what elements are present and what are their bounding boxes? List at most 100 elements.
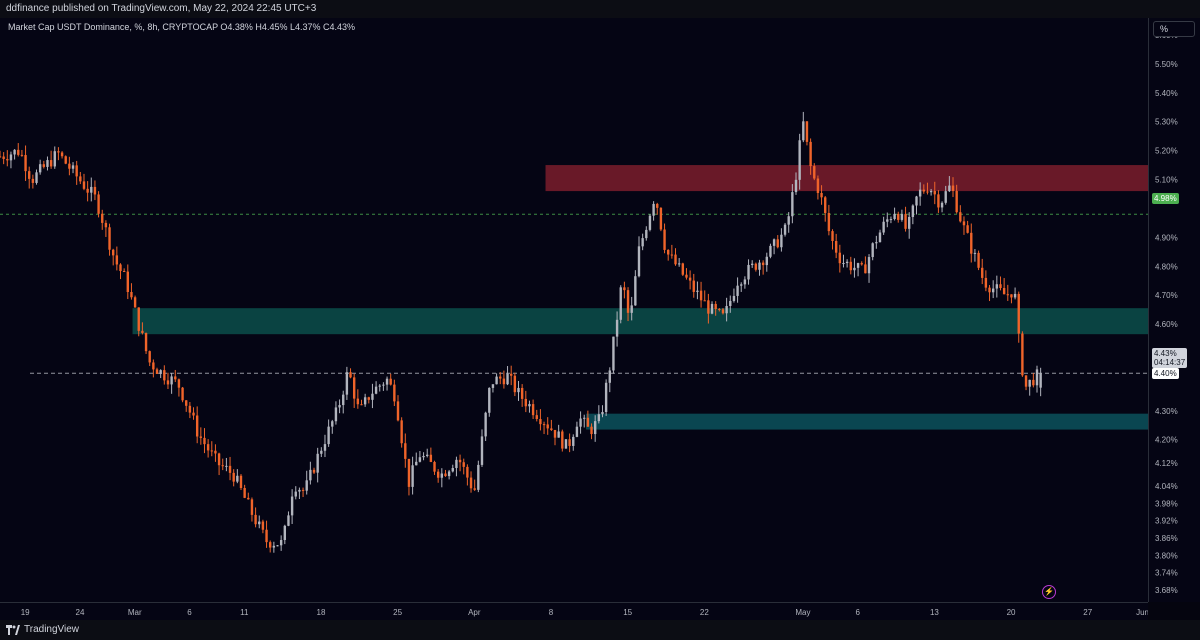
candle [75,160,78,185]
time-tick-label: 25 [393,608,402,617]
candle [550,419,553,431]
candle [991,280,995,299]
candle [849,256,852,275]
candle [820,185,823,205]
candle [1028,379,1031,396]
candle [272,541,276,553]
candle [750,260,754,268]
lower-support-zone[interactable] [586,413,1148,430]
support-zone[interactable] [132,308,1148,335]
candle [612,336,615,374]
symbol-legend[interactable]: Market Cap USDT Dominance, %, 8h, CRYPTO… [8,22,355,32]
candle [907,212,911,239]
candle [360,399,363,406]
candle [1035,365,1039,393]
candle [71,162,75,174]
candle [528,400,531,413]
time-tick-label: 13 [930,608,939,617]
candlestick-chart[interactable] [0,18,1148,602]
candle [217,452,221,476]
candle [553,429,557,446]
candle [707,293,710,324]
candle [312,467,316,475]
candle [342,390,345,414]
candle [155,367,159,374]
candle [597,405,601,424]
candle [944,185,947,205]
candle [0,150,2,158]
candle [188,401,192,419]
candle [623,281,626,299]
candle [42,160,46,169]
candle [57,147,60,161]
candle [305,470,308,495]
candle [393,379,396,407]
candle [670,244,674,259]
resistance-zone[interactable] [545,165,1148,192]
candle [568,433,571,453]
candle [572,434,575,451]
price-tick-label: 4.80% [1155,262,1178,271]
candle [816,175,820,200]
candle [897,211,900,223]
candle [17,143,20,157]
candle [929,188,933,196]
candle [915,195,918,215]
candle [130,283,133,300]
candle [24,145,27,181]
candle [488,387,491,417]
candle [338,399,341,414]
candle [82,173,86,191]
candle [396,395,400,422]
candle [480,429,484,467]
chart-area[interactable] [0,18,1148,602]
candle [535,409,538,422]
candle [199,427,203,445]
candle [374,381,378,395]
candle [747,259,750,285]
candle [977,250,980,271]
candle [904,206,907,232]
candle [174,369,177,383]
time-tick-label: 22 [700,608,709,617]
candle [2,152,5,165]
candle [962,216,966,235]
candle [345,366,349,400]
candle [813,163,816,181]
candle [864,256,867,274]
candle [619,285,622,324]
candle [141,322,144,335]
candle [228,456,232,481]
candle [400,417,403,448]
candle [853,258,856,278]
time-axis[interactable]: 19 24 Mar 6 11 18 25 Apr 8 15 22 May 6 13 20 27 Jun [0,602,1149,621]
candle [232,469,235,487]
price-tick-label: 3.80% [1155,551,1178,560]
candle [447,469,451,480]
flash-icon[interactable]: ⚡ [1042,585,1056,599]
candle [674,248,677,266]
candle [831,229,834,250]
price-tick-label: 4.70% [1155,291,1178,300]
candle [882,216,885,235]
candle [791,184,794,224]
candle [287,511,290,527]
price-tick-label: 4.60% [1155,320,1178,329]
candle [331,419,334,434]
candle [64,155,67,165]
time-tick-label: Mar [128,608,142,617]
price-unit-button[interactable]: % [1153,21,1195,37]
candle [900,209,904,222]
candle [283,524,287,545]
price-tick-label: 5.30% [1155,118,1178,127]
candle [780,228,783,252]
candle [579,411,582,434]
current-price-value: 4.43% [1154,349,1177,358]
candle [696,281,699,300]
candle [911,204,915,225]
price-axis[interactable]: 5.60%5.50%5.40%5.30%5.20%5.10%4.90%4.80%… [1148,18,1200,602]
candle [575,421,579,438]
candle [152,359,155,378]
candle [1032,373,1035,388]
time-tick-label: Jun [1136,608,1148,617]
